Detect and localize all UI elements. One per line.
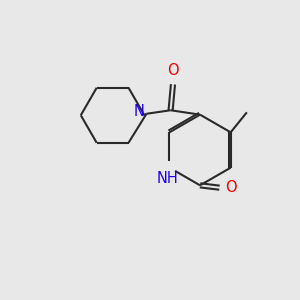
Text: N: N (134, 104, 145, 119)
Text: O: O (167, 63, 179, 78)
Text: O: O (225, 180, 237, 195)
Text: NH: NH (157, 171, 179, 186)
